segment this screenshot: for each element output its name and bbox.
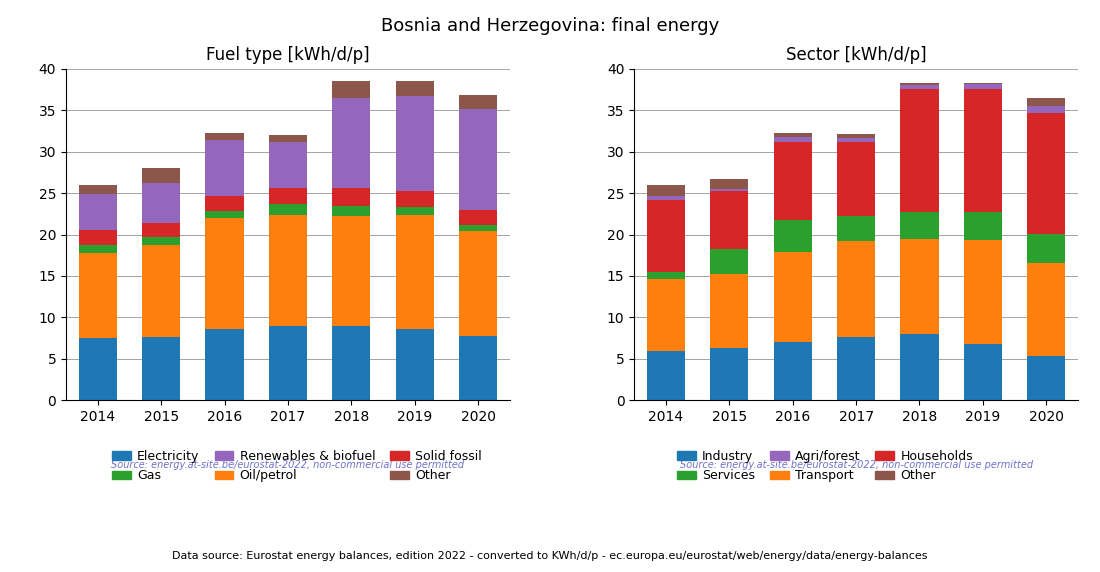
Bar <box>1027 356 1065 400</box>
Bar <box>711 348 748 400</box>
Bar <box>268 135 307 142</box>
Text: Source: energy.at-site.be/eurostat-2022, non-commercial use permitted: Source: energy.at-site.be/eurostat-2022,… <box>680 460 1033 470</box>
Bar <box>901 85 938 89</box>
Bar <box>837 241 876 336</box>
Bar <box>332 216 371 326</box>
Bar <box>773 137 812 142</box>
Bar <box>711 249 748 273</box>
Bar <box>964 83 1002 85</box>
Bar <box>647 185 685 196</box>
Bar <box>459 336 497 400</box>
Bar <box>901 89 938 212</box>
Bar <box>206 329 243 400</box>
Bar <box>1027 263 1065 356</box>
Text: Data source: Eurostat energy balances, edition 2022 - converted to KWh/d/p - ec.: Data source: Eurostat energy balances, e… <box>173 551 927 561</box>
Bar <box>142 336 180 400</box>
Bar <box>964 89 1002 212</box>
Title: Sector [kWh/d/p]: Sector [kWh/d/p] <box>785 46 926 64</box>
Bar <box>837 216 876 241</box>
Bar <box>396 190 433 207</box>
Bar <box>79 185 117 194</box>
Bar <box>206 211 243 218</box>
Bar <box>964 85 1002 89</box>
Bar <box>1027 113 1065 234</box>
Bar <box>901 83 938 85</box>
Bar <box>459 231 497 336</box>
Bar <box>332 326 371 400</box>
Bar <box>647 351 685 400</box>
Bar <box>901 212 938 239</box>
Title: Fuel type [kWh/d/p]: Fuel type [kWh/d/p] <box>206 46 370 64</box>
Bar <box>332 98 371 188</box>
Bar <box>837 142 876 216</box>
Text: Bosnia and Herzegovina: final energy: Bosnia and Herzegovina: final energy <box>381 17 719 35</box>
Bar <box>268 204 307 216</box>
Bar <box>206 133 243 140</box>
Bar <box>268 188 307 204</box>
Bar <box>79 229 117 245</box>
Bar <box>459 225 497 231</box>
Bar <box>711 189 748 192</box>
Bar <box>396 329 433 400</box>
Bar <box>837 134 876 138</box>
Bar <box>773 142 812 220</box>
Bar <box>964 240 1002 344</box>
Bar <box>142 183 180 223</box>
Bar <box>332 188 371 206</box>
Text: Source: energy.at-site.be/eurostat-2022, non-commercial use permitted: Source: energy.at-site.be/eurostat-2022,… <box>111 460 464 470</box>
Bar <box>1027 234 1065 263</box>
Bar <box>901 239 938 334</box>
Bar <box>1027 106 1065 113</box>
Bar <box>459 109 497 210</box>
Bar <box>964 344 1002 400</box>
Bar <box>647 200 685 272</box>
Bar <box>206 140 243 196</box>
Bar <box>79 245 117 253</box>
Bar <box>396 207 433 216</box>
Bar <box>79 338 117 400</box>
Bar <box>459 210 497 225</box>
Bar <box>268 142 307 188</box>
Legend: Electricity, Gas, Renewables & biofuel, Oil/petrol, Solid fossil, Other: Electricity, Gas, Renewables & biofuel, … <box>112 450 482 482</box>
Bar <box>773 252 812 342</box>
Bar <box>459 95 497 109</box>
Bar <box>332 81 371 98</box>
Bar <box>79 194 117 229</box>
Bar <box>964 212 1002 240</box>
Bar <box>142 168 180 183</box>
Bar <box>647 196 685 200</box>
Bar <box>206 218 243 329</box>
Bar <box>773 220 812 252</box>
Bar <box>79 253 117 338</box>
Bar <box>332 206 371 216</box>
Bar <box>901 334 938 400</box>
Bar <box>711 192 748 249</box>
Bar <box>837 336 876 400</box>
Bar <box>142 223 180 237</box>
Bar <box>1027 98 1065 106</box>
Bar <box>396 96 433 190</box>
Bar <box>711 273 748 348</box>
Bar <box>711 179 748 189</box>
Bar <box>773 133 812 137</box>
Bar <box>396 81 433 96</box>
Legend: Industry, Services, Agri/forest, Transport, Households, Other: Industry, Services, Agri/forest, Transpo… <box>676 450 974 482</box>
Bar <box>396 216 433 329</box>
Bar <box>647 272 685 279</box>
Bar <box>837 138 876 142</box>
Bar <box>142 245 180 336</box>
Bar <box>647 279 685 351</box>
Bar <box>268 326 307 400</box>
Bar <box>142 237 180 245</box>
Bar <box>268 216 307 326</box>
Bar <box>773 342 812 400</box>
Bar <box>206 196 243 211</box>
